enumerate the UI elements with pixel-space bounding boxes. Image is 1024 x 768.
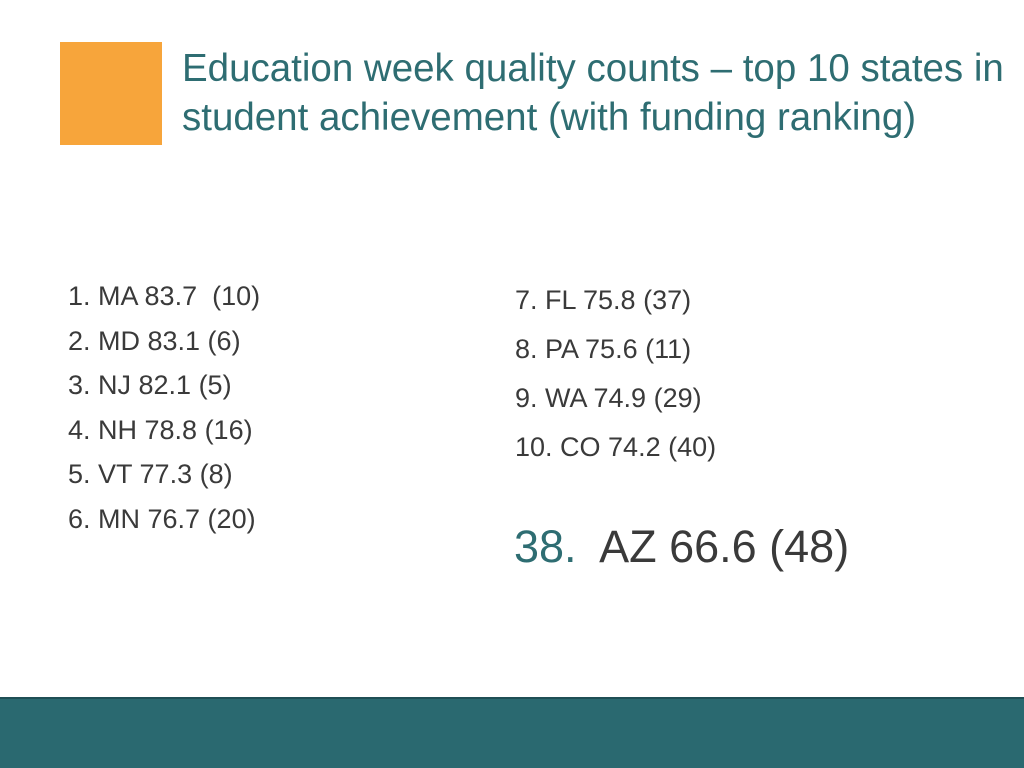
- list-item: 6. MN 76.7 (20): [68, 503, 256, 534]
- list-item: 4. NH 78.8 (16): [68, 414, 253, 445]
- list-item: 2. MD 83.1 (6): [68, 325, 241, 356]
- list-item: 5. VT 77.3 (8): [68, 459, 233, 490]
- accent-square: [60, 42, 162, 145]
- list-item: 7. FL 75.8 (37): [515, 285, 692, 315]
- highlight-entry: 38. AZ 66.6 (48): [514, 519, 849, 575]
- list-item: 9. WA 74.9 (29): [515, 383, 702, 413]
- highlight-rank: 38.: [514, 521, 577, 572]
- ranking-list-right: 7. FL 75.8 (37) 8. PA 75.6 (11) 9. WA 74…: [515, 276, 716, 472]
- highlight-text: AZ 66.6 (48): [576, 521, 850, 572]
- footer-bar: [0, 697, 1024, 768]
- list-item: 8. PA 75.6 (11): [515, 334, 692, 364]
- list-item: 10. CO 74.2 (40): [515, 432, 717, 462]
- list-item: 1. MA 83.7 (10): [68, 281, 261, 311]
- ranking-list-left: 1. MA 83.7 (10) 2. MD 83.1 (6) 3. NJ 82.…: [68, 274, 260, 542]
- list-item: 3. NJ 82.1 (5): [68, 370, 232, 401]
- slide-title: Education week quality counts – top 10 s…: [182, 47, 1004, 139]
